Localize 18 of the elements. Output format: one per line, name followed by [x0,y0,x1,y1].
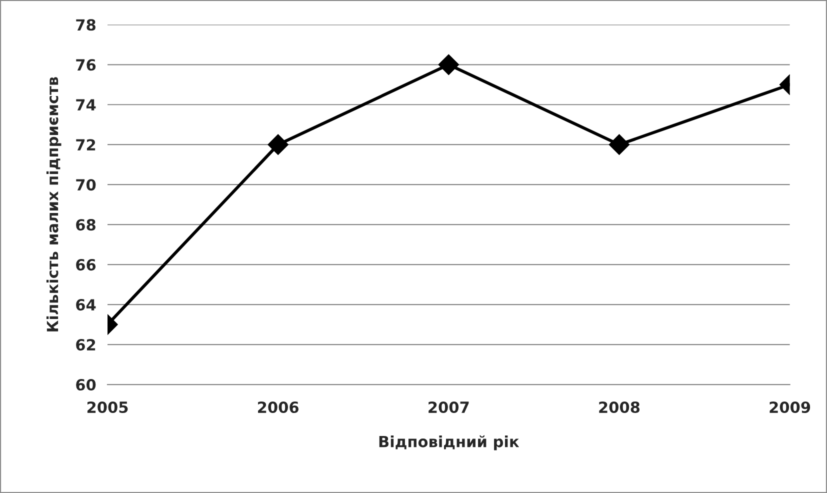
y-tick-label: 62 [76,339,96,351]
y-tick-label: 60 [76,379,96,391]
y-tick-label: 76 [76,59,96,71]
y-tick-label: 78 [76,19,96,31]
y-tick-label: 64 [76,299,96,311]
x-tick-label: 2005 [87,401,128,414]
y-tick-label: 72 [76,139,96,150]
x-tick-label: 2007 [428,401,469,414]
y-tick-label: 68 [76,219,96,231]
y-axis-title: Кількість малих підприємств [46,77,62,332]
y-tick-label: 70 [76,179,96,191]
x-tick-label: 2009 [770,401,810,414]
y-tick-label: 66 [76,259,96,271]
x-tick-label: 2006 [258,401,299,414]
y-tick-label: 74 [76,99,96,110]
x-tick-label: 2008 [599,401,640,414]
point [438,54,459,75]
x-axis-title: Відповідний рік [379,435,520,450]
